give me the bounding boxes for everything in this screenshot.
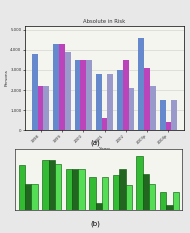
Legend: Backbone, Pop, Severity Index: Backbone, Pop, Severity Index xyxy=(67,166,142,173)
Bar xyxy=(32,54,38,130)
Bar xyxy=(42,160,48,210)
Title: Absolute in Risk: Absolute in Risk xyxy=(83,19,126,24)
Y-axis label: Persons: Persons xyxy=(4,70,8,86)
Bar xyxy=(143,174,149,210)
Bar xyxy=(72,169,78,210)
Bar xyxy=(160,192,166,210)
Bar xyxy=(129,88,135,130)
Bar xyxy=(48,160,55,210)
Bar xyxy=(74,60,80,130)
Bar xyxy=(19,165,25,210)
Bar xyxy=(102,177,108,210)
Bar xyxy=(53,44,59,130)
Bar xyxy=(96,203,102,210)
Bar xyxy=(55,164,61,210)
Bar xyxy=(59,44,65,130)
Bar xyxy=(171,100,177,130)
Bar xyxy=(165,122,171,130)
Bar xyxy=(144,68,150,130)
Bar xyxy=(136,156,143,210)
Bar xyxy=(126,185,132,210)
Bar xyxy=(89,177,96,210)
Bar xyxy=(173,192,179,210)
Bar xyxy=(31,184,38,210)
Bar xyxy=(107,74,113,130)
Text: (a): (a) xyxy=(90,140,100,146)
Bar xyxy=(119,169,126,210)
Bar xyxy=(66,169,72,210)
Bar xyxy=(78,169,85,210)
Bar xyxy=(160,100,165,130)
Bar xyxy=(25,184,31,210)
Bar xyxy=(150,86,156,130)
Bar xyxy=(44,86,49,130)
Bar xyxy=(113,175,119,210)
Bar xyxy=(139,38,144,130)
Text: (b): (b) xyxy=(90,220,100,227)
Bar xyxy=(38,86,44,130)
Bar xyxy=(149,184,155,210)
Bar xyxy=(102,118,107,130)
Bar xyxy=(80,60,86,130)
Bar xyxy=(96,74,102,130)
Bar xyxy=(65,52,70,130)
Bar xyxy=(117,70,123,130)
Bar xyxy=(86,60,92,130)
Bar xyxy=(166,205,173,210)
X-axis label: Years: Years xyxy=(99,147,110,151)
Bar xyxy=(123,60,129,130)
